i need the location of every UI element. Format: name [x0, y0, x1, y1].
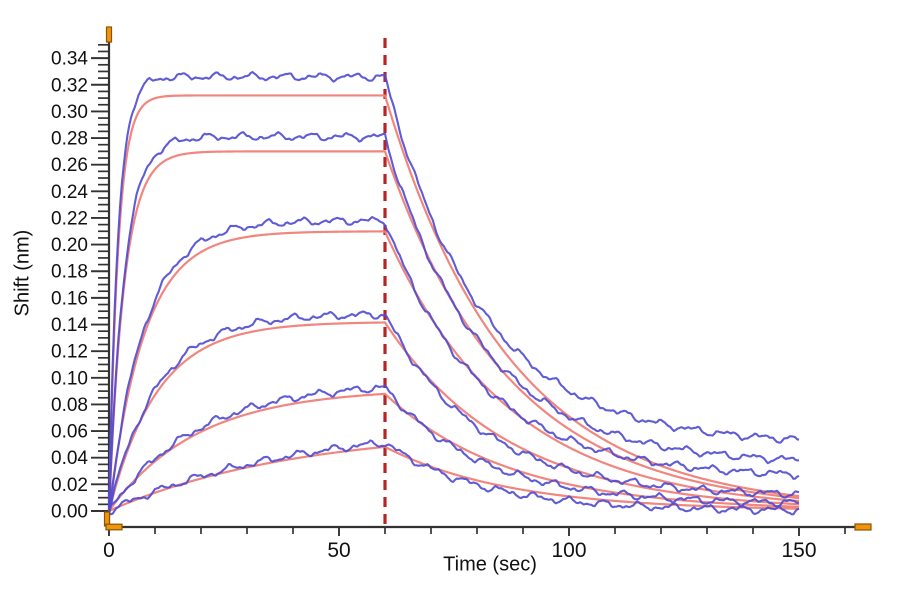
fit-curve-trace-3 [107, 230, 800, 512]
y-tick-label: 0.24 [51, 182, 88, 203]
y-tick-label: 0.00 [51, 502, 88, 523]
x-axis-title: Time (sec) [443, 553, 537, 576]
data-curve-trace-4 [107, 310, 800, 515]
y-tick-label: 0.32 [51, 75, 88, 96]
x-tick-label: 150 [781, 539, 816, 562]
y-tick-label: 0.30 [51, 102, 88, 123]
data-curve-trace-6 [108, 439, 800, 516]
x-axis-right-handle [854, 523, 872, 531]
data-curve-trace-2 [107, 131, 800, 510]
x-axis-left-handle [105, 523, 123, 531]
y-tick-label: 0.10 [51, 368, 88, 389]
y-tick-label: 0.22 [51, 208, 88, 229]
y-axis-top-handle [105, 26, 113, 43]
fit-curve-trace-2 [107, 150, 800, 512]
x-tick-label: 100 [551, 539, 586, 562]
data-curve-trace-1 [107, 71, 800, 508]
fit-curve-trace-1 [107, 94, 800, 512]
data-curve-trace-5 [108, 384, 800, 508]
data-curve-trace-3 [107, 215, 800, 512]
y-tick-label: 0.12 [51, 342, 88, 363]
y-axis-title: Shift (nm) [11, 229, 34, 317]
y-tick-label: 0.06 [51, 422, 88, 443]
y-tick-label: 0.04 [51, 448, 88, 469]
y-tick-label: 0.16 [51, 288, 88, 309]
y-tick-label: 0.02 [51, 475, 88, 496]
y-tick-label: 0.20 [51, 235, 88, 256]
y-tick-label: 0.18 [51, 262, 88, 283]
x-tick-label: 50 [327, 539, 350, 562]
y-tick-label: 0.28 [51, 129, 88, 150]
fit-curve-trace-4 [107, 321, 800, 512]
fit-curve-trace-6 [108, 445, 800, 513]
y-tick-label: 0.26 [51, 155, 88, 176]
x-tick-label: 0 [103, 539, 115, 562]
y-tick-label: 0.08 [51, 395, 88, 416]
y-tick-label: 0.14 [51, 315, 88, 336]
y-tick-label: 0.34 [51, 49, 88, 70]
